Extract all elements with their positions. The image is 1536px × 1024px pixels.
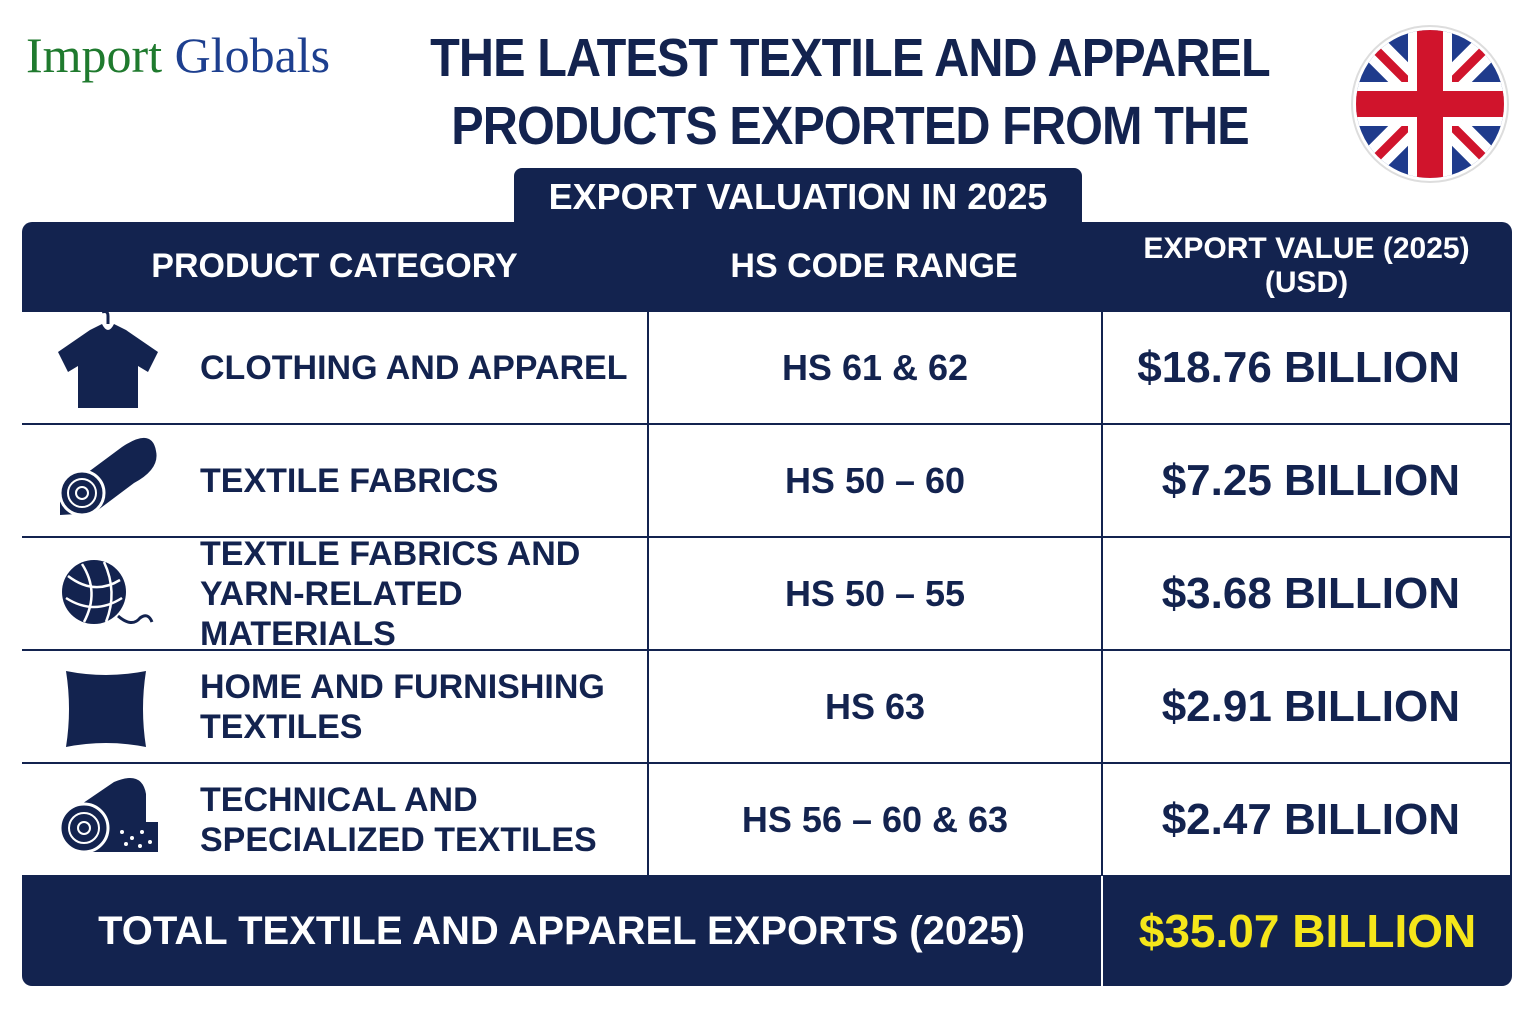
hs-code-cell: HS 61 & 62 bbox=[649, 312, 1101, 423]
fabric-roll-icon bbox=[58, 437, 157, 517]
yarn-icon bbox=[62, 560, 154, 624]
brand-part: Globals bbox=[174, 27, 331, 83]
pillow-icon bbox=[66, 671, 146, 747]
header-cell: PRODUCT CATEGORY bbox=[151, 246, 518, 285]
header-cell: HS CODE RANGE bbox=[730, 246, 1018, 285]
total-value: $35.07 BILLION bbox=[1101, 876, 1512, 986]
subtitle: EXPORT VALUATION IN 2025 bbox=[514, 168, 1082, 224]
value-cell: $7.25 BILLION bbox=[1103, 425, 1510, 536]
hs-code-cell: HS 56 – 60 & 63 bbox=[649, 764, 1101, 875]
category-cell: TEXTILE FABRICS AND YARN-RELATED MATERIA… bbox=[22, 535, 647, 653]
table: PRODUCT CATEGORY HS CODE RANGE EXPORT VA… bbox=[22, 222, 1512, 986]
value-cell: $2.91 BILLION bbox=[1103, 651, 1510, 762]
brand-logo: Import Globals bbox=[26, 26, 330, 84]
category-cell: TEXTILE FABRICS bbox=[22, 425, 647, 536]
hs-code-cell: HS 63 bbox=[649, 651, 1101, 762]
hs-code-cell: HS 50 – 55 bbox=[649, 538, 1101, 649]
hs-code-cell: HS 50 – 60 bbox=[649, 425, 1101, 536]
header-cell: EXPORT VALUE (2025) (USD) bbox=[1143, 232, 1470, 299]
tshirt-icon bbox=[58, 310, 158, 408]
value-cell: $18.76 BILLION bbox=[1103, 312, 1510, 423]
category-cell: TECHNICAL AND SPECIALIZED TEXTILES bbox=[22, 764, 647, 875]
total-label: TOTAL TEXTILE AND APPAREL EXPORTS (2025) bbox=[98, 908, 1025, 953]
value-cell: $3.68 BILLION bbox=[1103, 538, 1510, 649]
uk-flag bbox=[1351, 25, 1509, 183]
brand-part: Import bbox=[26, 27, 163, 83]
title-line: THE LATEST TEXTILE AND APPAREL bbox=[430, 28, 1271, 88]
technical-roll-icon bbox=[58, 778, 158, 854]
title: THE LATEST TEXTILE AND APPAREL PRODUCTS … bbox=[380, 24, 1320, 228]
value-cell: $2.47 BILLION bbox=[1103, 764, 1510, 875]
title-line: PRODUCTS EXPORTED FROM THE UK bbox=[451, 96, 1249, 224]
icons bbox=[58, 310, 158, 854]
